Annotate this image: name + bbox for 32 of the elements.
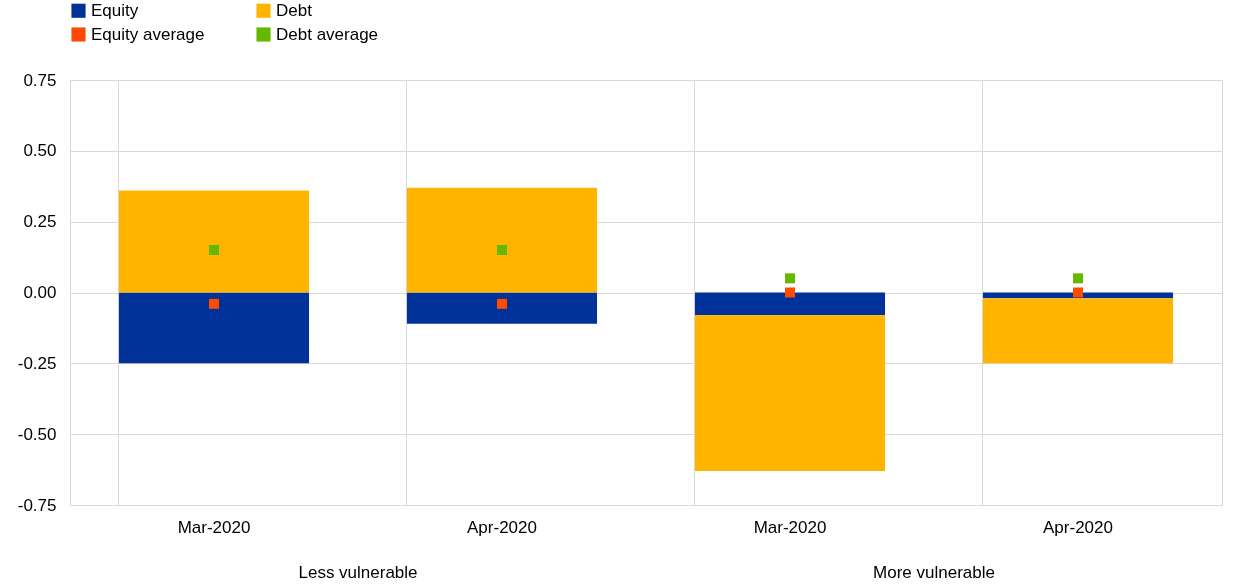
- y-tick-label: -0.75: [17, 495, 57, 515]
- point: [785, 273, 795, 284]
- legend-label: Debt: [276, 0, 313, 20]
- text: More vulnerable: [873, 563, 995, 582]
- bar: [982, 298, 1174, 364]
- point: [497, 298, 507, 309]
- point: [1073, 273, 1083, 284]
- point: [497, 245, 507, 255]
- legend-label: Equity average: [91, 24, 205, 44]
- y-tick-label: -0.50: [17, 424, 57, 444]
- point: [209, 298, 219, 309]
- y-tick-label: 0.25: [23, 212, 57, 232]
- bar: [118, 292, 310, 364]
- y-tick-label: -0.25: [17, 353, 57, 373]
- bar: [694, 292, 886, 316]
- x-tick-label: Mar-2020: [753, 517, 827, 537]
- text: Less vulnerable: [298, 563, 418, 582]
- y-tick-label: 0.00: [23, 283, 57, 302]
- x-tick-label: Mar-2020: [177, 517, 251, 537]
- bar: [406, 187, 598, 293]
- y-tick-label: 0.75: [23, 70, 57, 90]
- x-tick-label: Apr-2020: [467, 517, 537, 537]
- bar: [118, 190, 310, 293]
- legend-label: Equity: [91, 0, 139, 20]
- point: [209, 245, 219, 255]
- bar: [406, 292, 598, 324]
- x-tick-label: Apr-2020: [1043, 517, 1113, 537]
- point: [785, 287, 795, 298]
- legend-label: Debt average: [276, 24, 379, 44]
- point: [1073, 287, 1083, 298]
- y-tick-label: 0.50: [23, 141, 57, 161]
- bar: [694, 315, 886, 471]
